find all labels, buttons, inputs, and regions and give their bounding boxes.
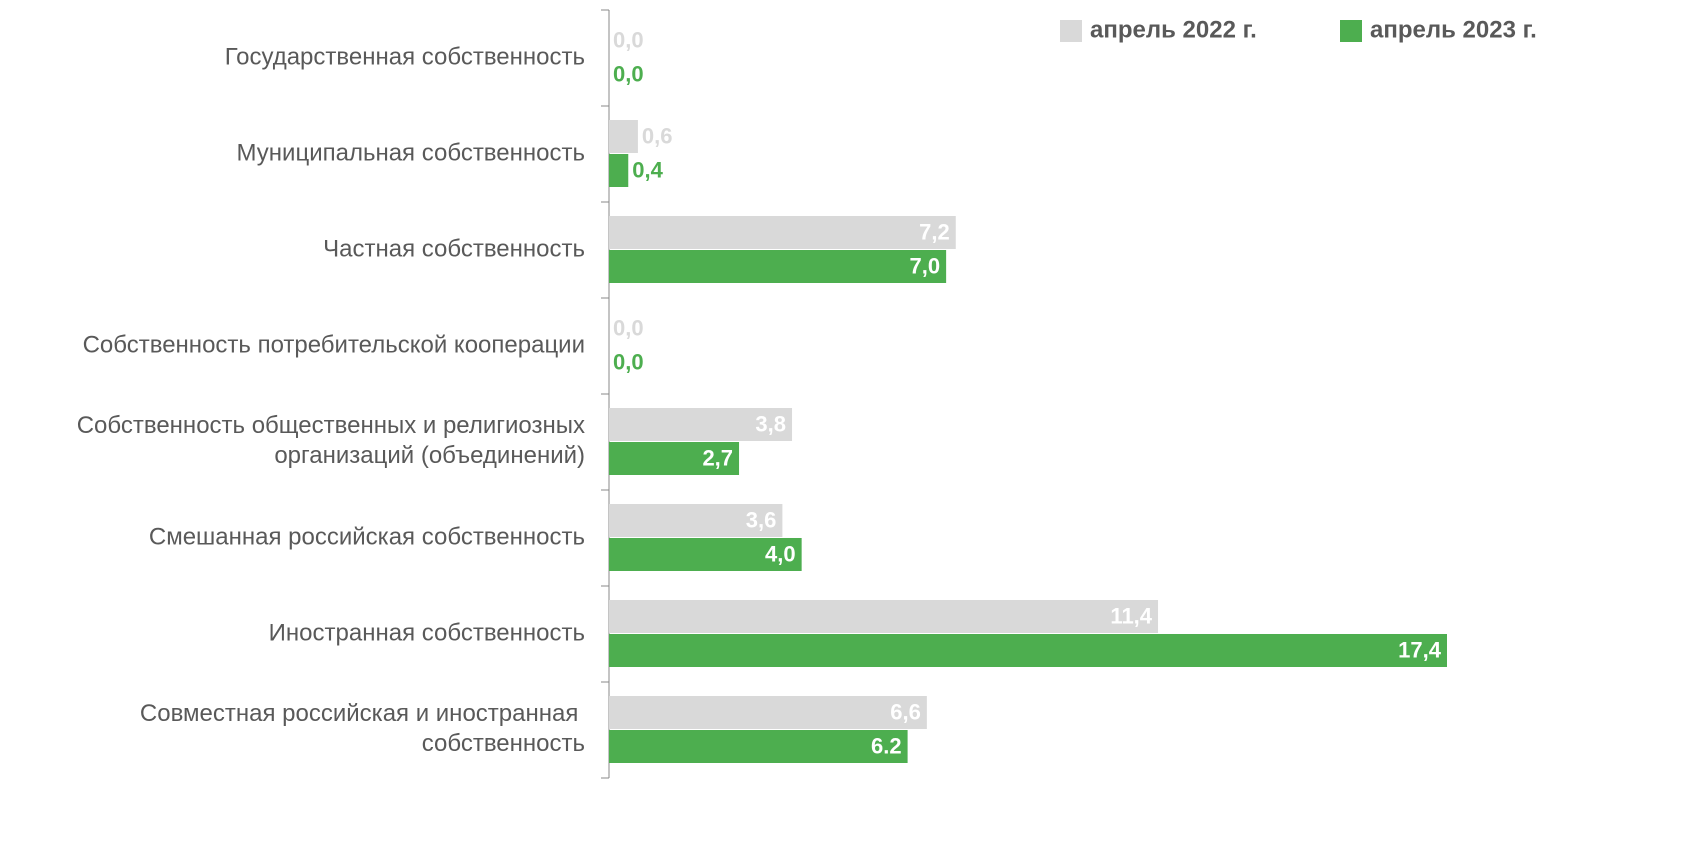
category-label: Совместная российская и иностранная собс… [140, 700, 585, 757]
legend-swatch [1060, 20, 1082, 42]
value-label: 11,4 [1110, 603, 1152, 628]
bar [609, 408, 793, 441]
value-label: 6,6 [890, 699, 921, 724]
value-label: 0,0 [613, 27, 644, 52]
category-label: Частная собственность [323, 235, 585, 262]
value-label: 7,0 [910, 253, 941, 278]
value-label: 0,0 [613, 315, 644, 340]
category-label: Собственность потребительской кооперации [83, 331, 585, 358]
legend-label: апрель 2023 г. [1370, 16, 1537, 43]
value-label: 0,0 [613, 61, 644, 86]
value-label: 7,2 [919, 219, 950, 244]
value-label: 2,7 [702, 445, 733, 470]
value-label: 0,6 [642, 123, 673, 148]
category-label: Государственная собственность [225, 43, 585, 70]
value-label: 0,4 [632, 157, 663, 182]
bar [609, 216, 956, 249]
legend-label: апрель 2022 г. [1090, 16, 1257, 43]
bar [609, 634, 1447, 667]
value-label: 17,4 [1398, 637, 1442, 662]
category-label: Иностранная собственность [269, 619, 585, 646]
category-label: Собственность общественных и религиозных… [77, 412, 585, 469]
value-label: 6.2 [871, 733, 902, 758]
bar [609, 250, 947, 283]
legend-swatch [1340, 20, 1362, 42]
bar [609, 120, 638, 153]
value-label: 0,0 [613, 349, 644, 374]
category-label: Муниципальная собственность [237, 139, 585, 166]
bar [609, 696, 927, 729]
bar [609, 730, 908, 763]
value-label: 4,0 [765, 541, 796, 566]
bar [609, 442, 740, 475]
bar [609, 154, 629, 187]
bar [609, 600, 1159, 633]
bar [609, 504, 783, 537]
bar [609, 538, 802, 571]
category-label: Смешанная российская собственность [149, 523, 585, 550]
value-label: 3,6 [746, 507, 777, 532]
value-label: 3,8 [755, 411, 786, 436]
